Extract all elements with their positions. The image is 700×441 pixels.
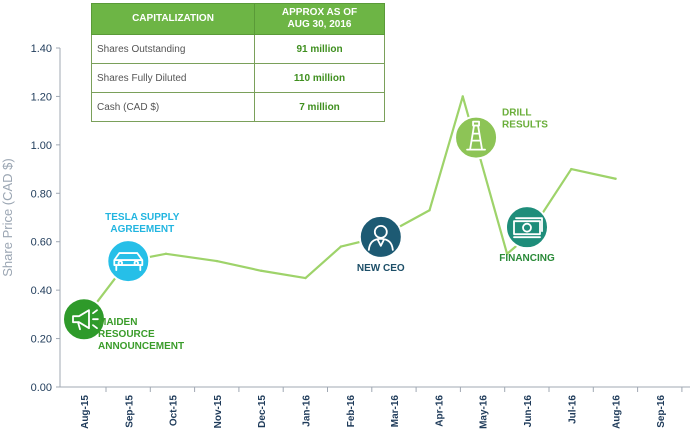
row-label: Shares Fully Diluted xyxy=(91,63,255,93)
annotation-ceo: NEW CEO xyxy=(357,214,405,274)
annotation-label: ANNOUNCEMENT xyxy=(98,341,184,352)
table-row: Cash (CAD $) 7 million xyxy=(91,92,385,122)
table-row: Shares Fully Diluted 110 million xyxy=(91,63,385,93)
annotation-label: RESULTS xyxy=(502,120,548,131)
data-point xyxy=(164,252,168,256)
as-of-line2: AUG 30, 2016 xyxy=(287,19,352,30)
y-axis-group: 0.00 0.20 0.40 0.60 0.80 1.00 1.20 1.40 xyxy=(31,43,61,394)
x-tick-label: Dec-15 xyxy=(257,395,268,428)
megaphone-icon xyxy=(72,309,99,331)
x-tick-label: Oct-15 xyxy=(169,395,180,427)
x-tick-label: Jan-16 xyxy=(302,395,313,427)
data-point xyxy=(614,177,617,180)
annotation-marker xyxy=(358,214,403,259)
x-tick-label: Feb-16 xyxy=(346,395,357,428)
annotation-marker xyxy=(106,239,151,284)
x-tick-label: Sep-16 xyxy=(656,395,667,428)
data-point xyxy=(505,252,509,256)
x-axis-group: Aug-15 Sep-15 Oct-15 Nov-15 Dec-15 Jan-16 Feb-… xyxy=(60,386,690,429)
y-tick-label: 0.40 xyxy=(31,285,52,297)
x-tick-label: Nov-15 xyxy=(213,395,224,429)
x-tick-label: Jun-16 xyxy=(523,395,534,428)
y-tick-label: 1.00 xyxy=(31,140,52,152)
annotation-label: FINANCING xyxy=(499,253,555,264)
annotation-marker xyxy=(454,115,499,160)
row-value: 91 million xyxy=(254,34,385,64)
x-tick-label: Sep-15 xyxy=(124,395,135,428)
x-tick-label: Aug-15 xyxy=(80,395,91,429)
row-label: Shares Outstanding xyxy=(91,34,255,64)
data-point xyxy=(461,95,464,98)
annotation-marker xyxy=(62,297,106,342)
as-of-header: APPROX AS OF AUG 30, 2016 xyxy=(254,3,385,35)
drill-rig-icon xyxy=(466,120,486,151)
annotation-label: MAIDEN xyxy=(98,317,137,328)
y-tick-label: 0.60 xyxy=(31,237,52,249)
x-tick-label: Jul-16 xyxy=(567,395,578,424)
annotation-label: RESOURCE xyxy=(98,329,155,340)
y-tick-label: 1.40 xyxy=(31,43,52,55)
x-tick-label: May-16 xyxy=(479,395,490,429)
capitalization-table: CAPITALIZATION APPROX AS OF AUG 30, 2016… xyxy=(91,3,385,122)
money-icon xyxy=(513,217,543,239)
x-tick-label: Aug-16 xyxy=(612,395,623,429)
data-point xyxy=(428,209,431,212)
data-point xyxy=(339,245,343,248)
row-value: 110 million xyxy=(254,63,385,93)
annotation-financing: FINANCING xyxy=(499,205,555,264)
as-of-line1: APPROX AS OF xyxy=(281,7,358,18)
annotation-label: AGREEMENT xyxy=(110,224,174,235)
x-tick-label: Apr-16 xyxy=(434,395,445,427)
row-label: Cash (CAD $) xyxy=(91,92,255,122)
car-icon xyxy=(113,252,144,271)
person-icon xyxy=(367,224,394,251)
annotation-label: TESLA SUPPLY xyxy=(105,212,180,223)
y-tick-label: 1.20 xyxy=(31,91,52,103)
y-tick-label: 0.00 xyxy=(31,382,52,394)
y-tick-label: 0.20 xyxy=(31,334,52,346)
y-axis-label: Share Price (CAD $) xyxy=(0,158,15,276)
x-tick-label: Mar-16 xyxy=(390,395,401,428)
annotation-label: DRILL xyxy=(502,108,531,119)
row-value: 7 million xyxy=(254,92,385,122)
data-point xyxy=(260,269,263,272)
capitalization-header-row: CAPITALIZATION APPROX AS OF AUG 30, 2016 xyxy=(91,3,385,35)
data-point xyxy=(215,259,219,263)
capitalization-header: CAPITALIZATION xyxy=(91,3,255,35)
data-point xyxy=(304,276,307,280)
table-row: Shares Outstanding 91 million xyxy=(91,34,385,64)
annotation-label: NEW CEO xyxy=(357,263,405,274)
data-point xyxy=(570,167,573,171)
y-tick-label: 0.80 xyxy=(31,188,52,200)
